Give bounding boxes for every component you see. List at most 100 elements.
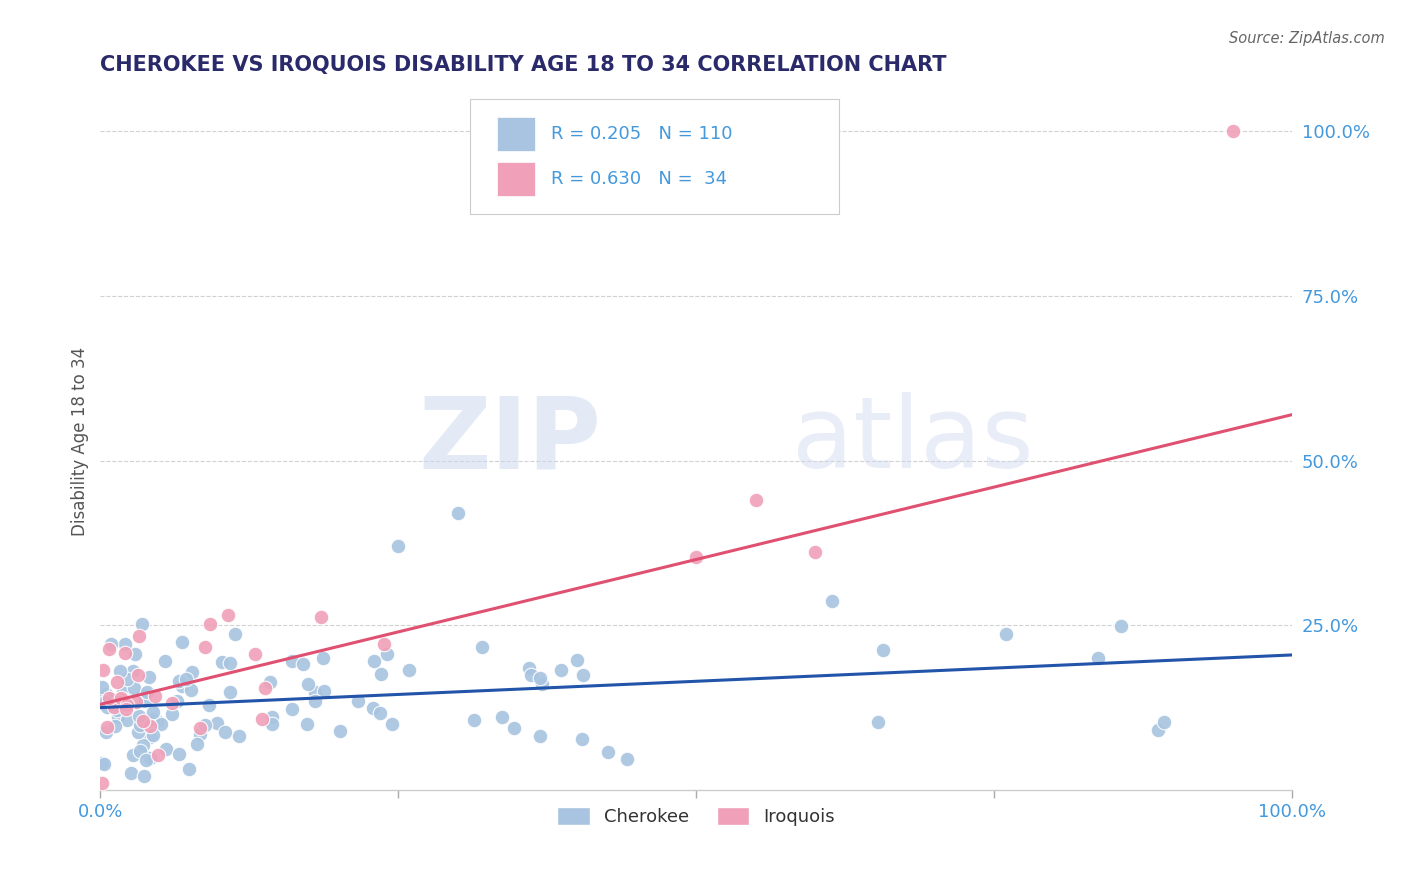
- Point: [380, 717, 402, 731]
- Point: [134, 694, 156, 708]
- Point: [108, 698, 131, 713]
- Point: [135, 753, 157, 767]
- Point: [217, 607, 239, 622]
- Point: [375, 647, 398, 661]
- Point: [91, 664, 114, 678]
- Point: [211, 655, 233, 669]
- Point: [142, 728, 165, 742]
- Point: [96, 699, 118, 714]
- Point: [111, 685, 134, 699]
- Bar: [498, 162, 536, 196]
- Point: [329, 723, 352, 738]
- Point: [132, 738, 155, 752]
- Point: [312, 651, 335, 665]
- Point: [172, 635, 194, 649]
- Point: [281, 654, 304, 668]
- Point: [146, 714, 169, 728]
- Point: [145, 715, 167, 730]
- Point: [219, 656, 242, 670]
- Point: [90, 756, 112, 771]
- Point: [370, 667, 392, 681]
- Point: [117, 698, 139, 713]
- Point: [304, 694, 326, 708]
- Point: [122, 747, 145, 762]
- Point: [205, 716, 228, 731]
- Point: [346, 694, 368, 708]
- Point: [138, 670, 160, 684]
- Text: atlas: atlas: [792, 392, 1033, 490]
- Point: [112, 692, 135, 706]
- Point: [94, 724, 117, 739]
- Point: [292, 657, 315, 672]
- Point: [128, 629, 150, 643]
- Point: [1147, 723, 1170, 737]
- Point: [281, 701, 304, 715]
- Point: [447, 507, 470, 521]
- Point: [108, 665, 131, 679]
- Point: [995, 626, 1018, 640]
- Point: [108, 695, 131, 709]
- Point: [100, 637, 122, 651]
- Point: [529, 729, 551, 743]
- Point: [311, 609, 333, 624]
- Point: [94, 695, 117, 709]
- Point: [93, 756, 115, 771]
- Point: [128, 709, 150, 723]
- Point: [363, 654, 385, 668]
- Point: [214, 724, 236, 739]
- Point: [114, 647, 136, 661]
- Point: [571, 731, 593, 746]
- Point: [1087, 651, 1109, 665]
- Y-axis label: Disability Age 18 to 34: Disability Age 18 to 34: [72, 346, 89, 535]
- Point: [219, 684, 242, 698]
- Point: [567, 653, 589, 667]
- Point: [139, 750, 162, 764]
- Point: [105, 675, 128, 690]
- Point: [110, 691, 132, 706]
- Point: [129, 717, 152, 731]
- Point: [198, 616, 221, 631]
- Point: [134, 769, 156, 783]
- Point: [616, 752, 638, 766]
- Point: [368, 706, 391, 720]
- Point: [398, 663, 420, 677]
- FancyBboxPatch shape: [470, 99, 839, 214]
- Point: [105, 703, 128, 717]
- Point: [142, 706, 165, 720]
- Point: [148, 747, 170, 762]
- Point: [139, 730, 162, 744]
- Point: [127, 724, 149, 739]
- Point: [550, 663, 572, 677]
- Text: R = 0.630   N =  34: R = 0.630 N = 34: [551, 170, 727, 188]
- Point: [103, 699, 125, 714]
- Point: [177, 762, 200, 776]
- Point: [262, 709, 284, 723]
- Point: [228, 729, 250, 743]
- Point: [153, 654, 176, 668]
- Point: [162, 707, 184, 722]
- Point: [194, 640, 217, 655]
- Point: [117, 713, 139, 727]
- Point: [121, 765, 143, 780]
- Legend: Cherokee, Iroquois: Cherokee, Iroquois: [550, 799, 842, 833]
- Point: [1222, 124, 1244, 138]
- Point: [115, 672, 138, 686]
- Point: [502, 721, 524, 735]
- Point: [103, 719, 125, 733]
- Point: [1109, 619, 1132, 633]
- Point: [160, 696, 183, 710]
- Text: R = 0.205   N = 110: R = 0.205 N = 110: [551, 125, 733, 143]
- Point: [91, 680, 114, 694]
- Point: [685, 549, 707, 564]
- Point: [150, 716, 173, 731]
- Point: [572, 668, 595, 682]
- Point: [821, 593, 844, 607]
- Point: [94, 687, 117, 701]
- Point: [304, 684, 326, 698]
- Point: [197, 698, 219, 712]
- Point: [194, 718, 217, 732]
- Point: [471, 640, 494, 654]
- Point: [166, 694, 188, 708]
- Point: [804, 545, 827, 559]
- Point: [96, 720, 118, 734]
